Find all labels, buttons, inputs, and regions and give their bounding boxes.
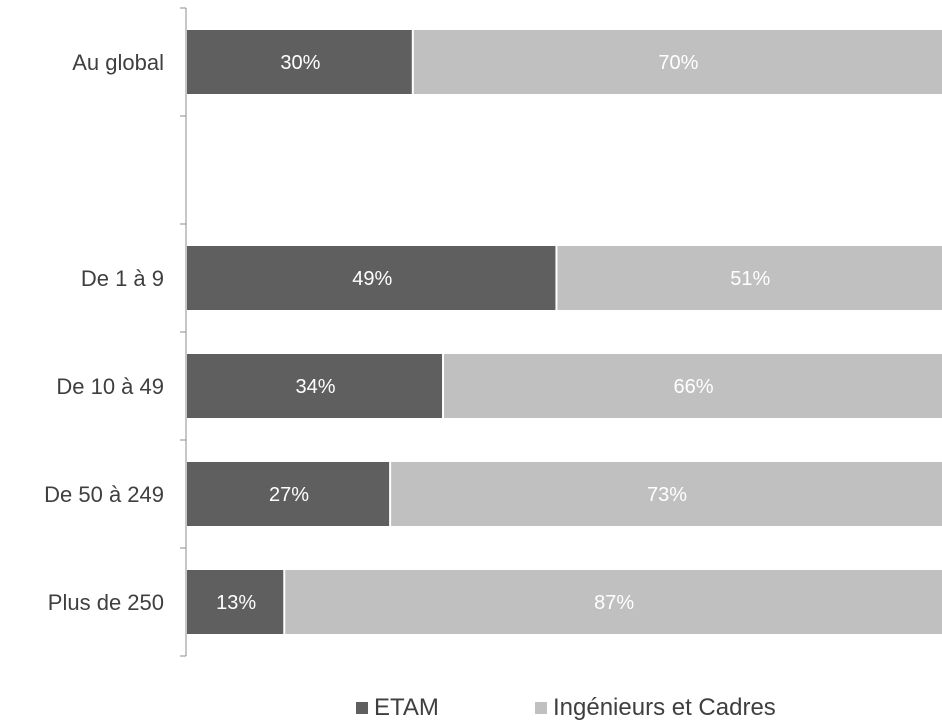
category-axis	[180, 7, 187, 657]
legend-label-etam: ETAM	[374, 694, 439, 721]
data-label: 49%	[352, 268, 392, 290]
bar-ingenieurs-cadres	[557, 246, 942, 310]
legend-label-ingenieurs-cadres: Ingénieurs et Cadres	[553, 694, 776, 721]
bar-ingenieurs-cadres	[391, 462, 942, 526]
data-label: 13%	[216, 592, 256, 614]
data-label: 30%	[280, 52, 320, 74]
category-label: Plus de 250	[48, 590, 164, 615]
data-label: 73%	[647, 484, 687, 506]
category-label: De 10 à 49	[56, 374, 164, 399]
bar-ingenieurs-cadres	[285, 570, 942, 634]
legend-item-ingenieurs-cadres: Ingénieurs et Cadres	[535, 694, 776, 722]
data-label: 27%	[269, 484, 309, 506]
bar-ingenieurs-cadres	[413, 30, 942, 94]
legend-swatch-etam	[356, 702, 368, 714]
bar-etam	[187, 354, 443, 418]
bar-etam	[187, 246, 556, 310]
data-label: 87%	[594, 592, 634, 614]
bar-etam	[187, 570, 284, 634]
legend-swatch-ingenieurs-cadres	[535, 702, 547, 714]
legend: ETAM Ingénieurs et Cadres	[0, 694, 942, 724]
labels: Au global 30% 70% De 1 à 9 49% 51% De 10 à 49 3…	[44, 50, 770, 615]
bar-ingenieurs-cadres	[444, 354, 942, 418]
data-label: 66%	[674, 376, 714, 398]
bar-etam	[187, 462, 390, 526]
legend-item-etam: ETAM	[356, 694, 439, 722]
data-label: 70%	[658, 52, 698, 74]
category-label: De 1 à 9	[81, 266, 164, 291]
category-label: Au global	[72, 50, 164, 75]
bars	[187, 30, 942, 634]
data-label: 34%	[296, 376, 336, 398]
bar-etam	[187, 30, 412, 94]
category-label: De 50 à 249	[44, 482, 164, 507]
data-label: 51%	[730, 268, 770, 290]
